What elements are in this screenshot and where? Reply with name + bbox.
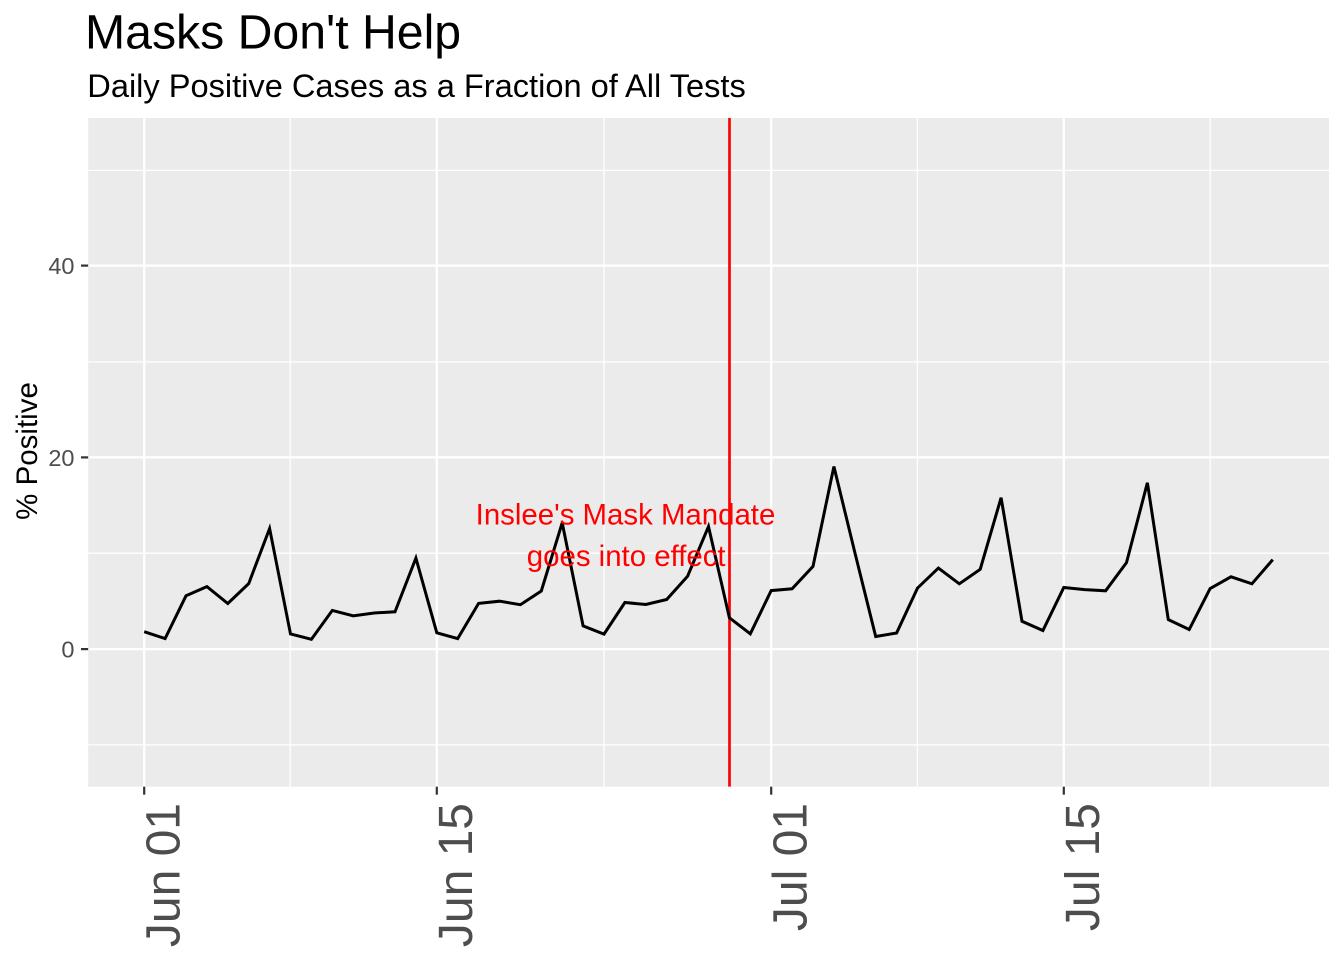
svg-text:Inslee's Mask Mandate: Inslee's Mask Mandate (476, 498, 776, 531)
svg-text:Jun 01: Jun 01 (138, 803, 191, 947)
svg-text:0: 0 (61, 637, 74, 663)
svg-text:40: 40 (48, 253, 74, 279)
svg-text:goes into effect: goes into effect (527, 540, 726, 573)
svg-text:Jul 15: Jul 15 (1057, 803, 1110, 931)
svg-text:Daily Positive Cases as a Frac: Daily Positive Cases as a Fraction of Al… (87, 67, 745, 104)
svg-text:Jul 01: Jul 01 (765, 803, 818, 931)
svg-text:% Positive: % Positive (11, 382, 44, 520)
svg-text:Masks Don't Help: Masks Don't Help (85, 6, 461, 60)
svg-text:Jun 15: Jun 15 (430, 803, 483, 947)
svg-text:20: 20 (48, 445, 74, 471)
